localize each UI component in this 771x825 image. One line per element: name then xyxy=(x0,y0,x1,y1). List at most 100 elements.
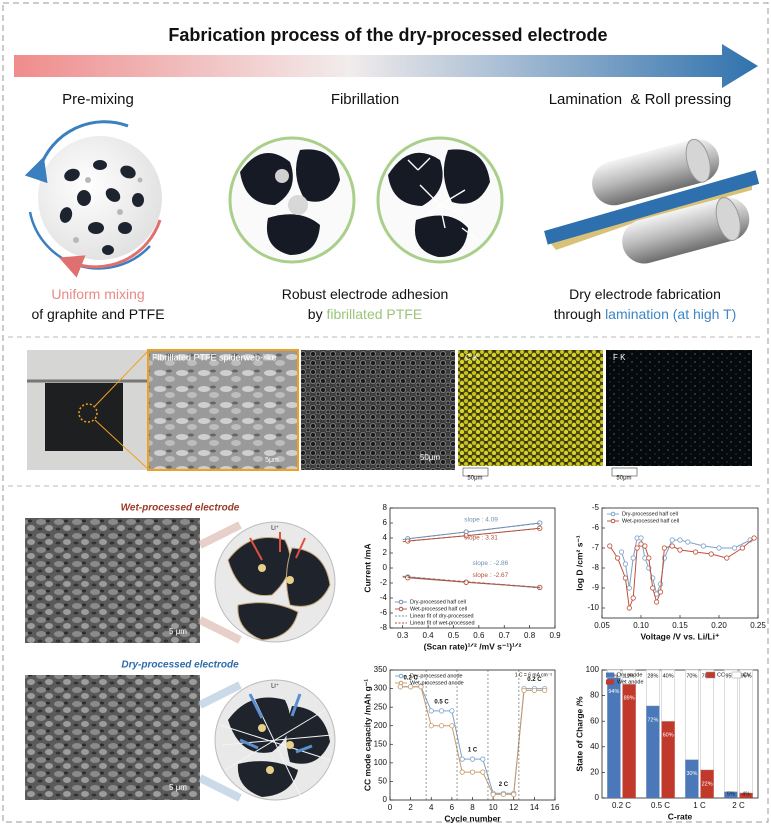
sem-image xyxy=(25,675,200,800)
annotation: 2 C xyxy=(499,782,509,788)
x-tick-label: 16 xyxy=(551,803,560,812)
legend-swatch xyxy=(731,671,742,679)
legend-marker xyxy=(610,511,616,517)
x-tick-label: 0.4 xyxy=(423,631,435,640)
bar-cv xyxy=(645,669,660,707)
legend-label: Dry-processed anode xyxy=(410,673,463,679)
data-point xyxy=(638,541,644,547)
value-label: 30% xyxy=(686,771,697,777)
x-tick-label: 0 xyxy=(388,803,393,812)
data-point xyxy=(449,723,455,729)
y-tick-label: 2 xyxy=(383,548,388,557)
y-tick-label: 350 xyxy=(374,665,388,674)
chart: 0 50 100 150 200 250 300 350 0 2 4 6 8 10 12 14 16 Cycle … xyxy=(362,665,560,823)
bar-cc xyxy=(739,792,753,798)
value-label: 11% xyxy=(624,673,635,679)
data-point xyxy=(677,547,683,553)
legend-label: Wet-processed half cell xyxy=(622,518,679,524)
data-point xyxy=(607,543,613,549)
premix-illustration xyxy=(24,120,162,278)
fibrillation-illustration xyxy=(228,136,504,264)
bar-cc xyxy=(685,759,699,798)
data-point xyxy=(657,589,664,595)
data-point xyxy=(480,756,486,762)
data-point xyxy=(661,555,668,561)
step-caption: through lamination (at high T) xyxy=(554,306,737,322)
annotation: 0.2 C xyxy=(527,677,542,683)
annotation: slope : 4.09 xyxy=(464,517,498,524)
x-tick-label: 0.7 xyxy=(499,631,511,640)
data-point xyxy=(638,535,644,541)
y-tick-label: 50 xyxy=(378,777,387,786)
value-label: 70% xyxy=(686,673,697,679)
caption-part: fibrillated PTFE xyxy=(326,306,422,322)
x-tick-label: 0.25 xyxy=(750,621,766,630)
y-tick-label: -5 xyxy=(592,503,600,512)
data-point xyxy=(428,708,434,714)
step-caption: Robust electrode adhesion xyxy=(282,286,449,302)
y-tick-label: 80 xyxy=(590,691,599,700)
data-point xyxy=(531,687,537,694)
legend-marker xyxy=(398,599,404,605)
bar-cv xyxy=(700,669,715,771)
legend-label: CV xyxy=(743,672,751,678)
chart: 0 20 40 60 80 100 C-rate State of Charge /% 0.2 … xyxy=(574,665,759,821)
y-tick-label: 100 xyxy=(586,665,600,674)
caption-part: Robust electrode adhesion xyxy=(282,286,449,302)
sem-image xyxy=(25,518,200,643)
legend-swatch xyxy=(606,679,614,685)
legend-label: Dry anode xyxy=(617,672,642,678)
y-tick-label: -9 xyxy=(592,583,600,592)
data-point xyxy=(626,585,632,591)
data-point xyxy=(438,708,445,714)
caption-part: of graphite and PTFE xyxy=(31,306,164,322)
y-tick-label: 300 xyxy=(374,684,388,693)
annotation: slope : -2.86 xyxy=(473,560,509,567)
legend-marker xyxy=(398,680,404,686)
legend-label: Wet-processed half cell xyxy=(410,606,467,612)
caption-part: through xyxy=(554,306,605,322)
photo xyxy=(27,350,149,470)
value-label: 89% xyxy=(624,696,635,702)
chart: -8 -6 -4 -2 0 2 4 6 8 0.3 0.4 0.5 0.6 0.7 0.8 0.9 (Scan … xyxy=(362,503,561,651)
x-tick-label: 6 xyxy=(450,803,455,812)
y-tick-label: 6 xyxy=(383,518,388,527)
data-point xyxy=(751,535,757,541)
x-tick-label: 0.20 xyxy=(711,621,727,630)
data-point xyxy=(449,708,455,714)
value-label: 95% xyxy=(725,673,736,679)
legend-label: Dry-processed half cell xyxy=(410,599,466,605)
bar-cc xyxy=(724,791,738,798)
bar-cv xyxy=(723,669,738,792)
step-title: Fibrillation xyxy=(331,91,399,108)
chart: -10 -9 -8 -7 -6 -5 0.05 0.10 0.15 0.20 0.25 Voltage… xyxy=(574,503,766,641)
data-point xyxy=(469,756,476,762)
legend-label: Wet anode xyxy=(617,679,644,685)
x-axis-label: Voltage /V vs. Li/Li⁺ xyxy=(641,631,720,641)
legend-marker xyxy=(610,518,616,524)
y-tick-label: -10 xyxy=(587,603,599,612)
data-point xyxy=(459,756,465,762)
annotation: slope : 3.31 xyxy=(464,535,498,542)
data-point xyxy=(469,769,476,775)
data-point xyxy=(669,543,675,549)
data-point xyxy=(724,555,730,561)
legend-marker xyxy=(398,673,404,679)
caption-part: lamination (at high T) xyxy=(605,306,736,322)
value-label: 96% xyxy=(741,673,752,679)
data-point xyxy=(677,537,683,543)
dry-schematic xyxy=(198,679,336,802)
y-tick-label: -8 xyxy=(380,623,388,632)
value-label: 60% xyxy=(663,733,674,739)
note: 1 C = 6 mA cm⁻² xyxy=(515,672,553,678)
data-point xyxy=(626,605,632,611)
y-axis-label: Current /mA xyxy=(362,543,372,592)
data-point xyxy=(490,791,496,798)
data-point xyxy=(731,545,738,551)
data-point xyxy=(428,723,434,729)
data-point xyxy=(622,575,629,581)
y-tick-label: -7 xyxy=(592,543,600,552)
x-tick-label: 0.2 C xyxy=(612,801,631,810)
value-label: 22% xyxy=(702,781,713,787)
